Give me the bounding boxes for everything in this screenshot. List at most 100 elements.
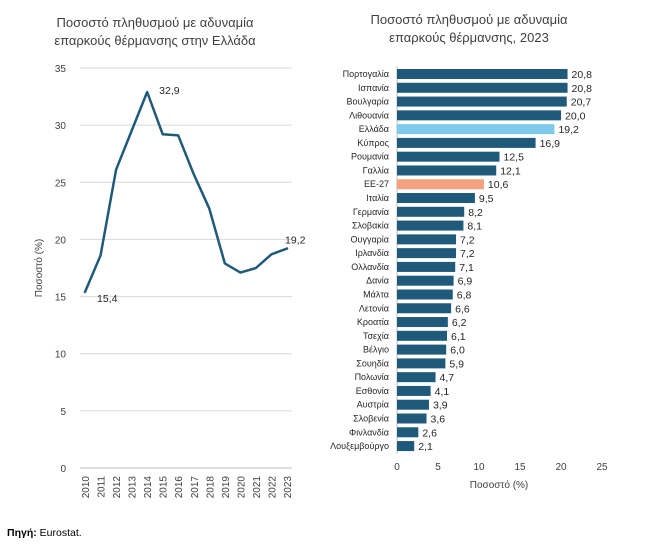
bar	[397, 413, 427, 424]
left-y-tick-label: 30	[55, 121, 67, 132]
bar	[397, 82, 568, 93]
bar-value-label: 4,1	[435, 386, 450, 398]
bar	[397, 275, 454, 286]
right-chart-title-line-1: Ποσοστό πληθυσμού με αδυναμία	[370, 12, 568, 27]
category-label: Φινλανδία	[349, 427, 389, 437]
bar-value-label: 7,2	[460, 234, 475, 246]
bar-value-label: 3,9	[433, 400, 448, 412]
left-y-tick-label: 25	[55, 178, 67, 189]
category-label: Ελλάδα	[359, 124, 389, 134]
left-x-tick-label: 2016	[174, 476, 185, 499]
eu-bar-chart: Ποσοστό πληθυσμού με αδυναμία επαρκούς θ…	[330, 12, 608, 491]
bar	[397, 234, 457, 245]
left-y-tick-label: 10	[55, 350, 67, 361]
category-label: Τσεχία	[363, 331, 389, 341]
category-label: Γερμανία	[353, 207, 389, 217]
left-data-label: 19,2	[285, 235, 306, 247]
bar-value-label: 6,0	[450, 345, 465, 357]
bar	[397, 165, 497, 176]
category-label: Σλοβακία	[352, 221, 389, 231]
bar-value-label: 6,9	[458, 276, 473, 288]
category-label: Ιταλία	[366, 193, 389, 203]
bar-value-label: 20,8	[572, 83, 593, 95]
category-label: Κροατία	[357, 317, 389, 327]
left-x-tick-label: 2022	[267, 476, 278, 499]
category-label: Βέλγιο	[363, 345, 389, 355]
category-label: ΕΕ-27	[364, 179, 389, 189]
right-x-tick-label: 25	[596, 462, 608, 473]
bar	[397, 427, 419, 438]
left-x-tick-label: 2015	[159, 476, 170, 499]
category-label: Λουξεμβούργο	[330, 441, 389, 451]
category-label: Ολλανδία	[351, 262, 389, 272]
bar-value-label: 2,1	[418, 441, 433, 453]
bar	[397, 289, 453, 300]
bar	[397, 441, 415, 452]
right-x-tick-label: 0	[394, 462, 400, 473]
left-chart-title-line-2: επαρκούς θέρμανσης στην Ελλάδα	[54, 33, 256, 48]
bar-value-label: 2,6	[422, 427, 437, 439]
bar-value-label: 10,6	[488, 179, 509, 191]
category-label: Δανία	[366, 276, 389, 286]
category-label: Λιθουανία	[349, 110, 389, 120]
bar-value-label: 12,5	[504, 152, 525, 164]
left-chart-y-axis-label: Ποσοστό (%)	[33, 239, 45, 298]
left-y-tick-label: 35	[55, 64, 67, 75]
bar	[397, 137, 536, 148]
bar-value-label: 3,6	[431, 414, 446, 426]
bar	[397, 248, 457, 259]
left-y-tick-label: 0	[60, 464, 66, 475]
right-x-tick-label: 5	[435, 462, 441, 473]
left-x-tick-label: 2020	[236, 476, 247, 499]
bar-value-label: 16,9	[540, 138, 561, 150]
right-x-tick-label: 20	[555, 462, 567, 473]
right-x-tick-label: 15	[514, 462, 526, 473]
bar	[397, 358, 446, 369]
left-chart-title-line-1: Ποσοστό πληθυσμού με αδυναμία	[56, 15, 254, 30]
bar	[397, 69, 568, 79]
category-label: Ισπανία	[358, 83, 389, 93]
category-label: Κύπρος	[357, 138, 389, 148]
left-x-tick-label: 2013	[128, 476, 139, 499]
category-label: Σλοβενία	[353, 414, 389, 424]
bar	[397, 344, 447, 355]
bar	[397, 220, 464, 231]
left-y-tick-label: 5	[60, 407, 66, 418]
right-x-tick-label: 10	[473, 462, 485, 473]
right-chart-x-axis-label: Ποσοστό (%)	[470, 479, 529, 491]
bar	[397, 193, 475, 204]
bar-value-label: 7,2	[460, 248, 475, 260]
category-label: Γαλλία	[363, 165, 389, 175]
category-label: Πορτογαλία	[343, 69, 389, 79]
category-label: Ρουμανία	[351, 152, 389, 162]
bar-value-label: 9,5	[479, 193, 494, 205]
bar	[397, 124, 555, 135]
bar	[397, 303, 452, 314]
left-y-tick-label: 15	[55, 293, 67, 304]
bar	[397, 110, 561, 121]
left-x-tick-label: 2018	[205, 476, 216, 499]
bar-value-label: 6,8	[457, 289, 472, 301]
category-label: Βουλγαρία	[347, 97, 389, 107]
category-label: Λετονία	[359, 303, 389, 313]
category-label: Αυστρία	[357, 400, 389, 410]
right-chart-title-line-2: επαρκούς θέρμανσης, 2023	[389, 30, 549, 45]
bar-value-label: 12,1	[500, 165, 521, 177]
bar	[397, 317, 448, 328]
bar	[397, 151, 500, 162]
left-x-tick-label: 2014	[143, 476, 154, 499]
bar	[397, 385, 431, 396]
bar-value-label: 6,2	[452, 317, 467, 329]
bar	[397, 96, 567, 107]
source-label: Πηγή:	[7, 527, 37, 539]
left-x-tick-label: 2012	[112, 476, 123, 499]
bar	[397, 372, 436, 383]
category-label: Σουηδία	[356, 358, 389, 368]
greece-line-chart: Ποσοστό πληθυσμού με αδυναμία επαρκούς θ…	[33, 15, 306, 498]
left-x-tick-label: 2011	[97, 476, 108, 498]
left-x-tick-label: 2010	[81, 476, 92, 499]
bar-value-label: 6,1	[451, 331, 466, 343]
bar-value-label: 8,2	[468, 207, 483, 219]
bar-value-label: 8,1	[467, 221, 482, 233]
